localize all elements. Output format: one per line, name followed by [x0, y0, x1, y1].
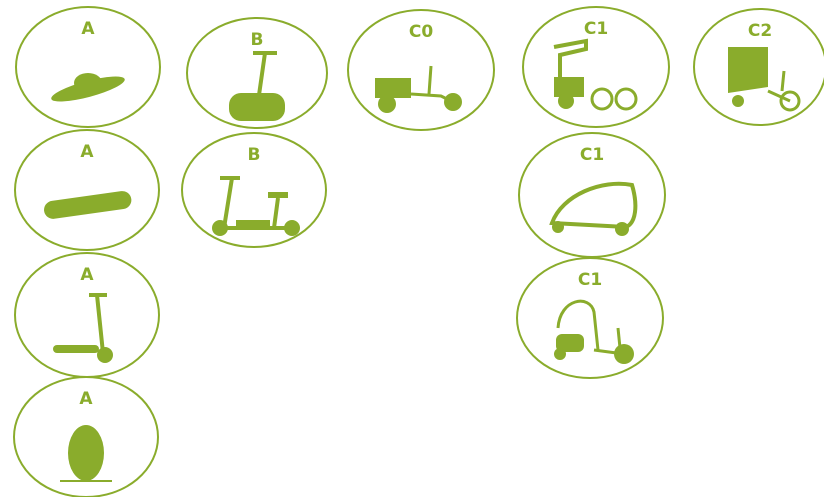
node-label: C0 — [409, 22, 433, 42]
icon — [549, 181, 638, 230]
vehicle-icon — [728, 47, 801, 112]
vehicle-icon — [553, 38, 638, 111]
icon — [89, 293, 107, 354]
icon — [552, 221, 564, 233]
icon — [558, 93, 574, 109]
icon — [53, 345, 99, 353]
node-label: C1 — [580, 145, 604, 165]
icon — [284, 220, 300, 236]
icon — [556, 299, 600, 351]
node-label: B — [251, 30, 264, 50]
icon — [728, 47, 768, 93]
icon — [615, 222, 629, 236]
node-label: A — [80, 142, 94, 162]
vehicle-node: B — [181, 132, 327, 248]
icon — [410, 65, 454, 104]
vehicle-node: A — [13, 376, 159, 497]
node-border — [186, 17, 328, 129]
icon — [593, 327, 625, 356]
node-label: A — [79, 389, 93, 409]
icon — [554, 348, 566, 360]
node-label: C2 — [748, 21, 772, 41]
vehicle-icon — [229, 51, 285, 121]
vehicle-node: A — [14, 252, 160, 378]
vehicle-icon — [51, 73, 125, 102]
node-border — [14, 129, 160, 251]
icon — [212, 220, 228, 236]
icon — [74, 73, 102, 93]
icon — [220, 176, 290, 230]
icon — [556, 334, 584, 352]
vehicle-node: C1 — [518, 132, 666, 258]
vehicle-node: C2 — [693, 8, 824, 126]
node-border — [181, 132, 327, 248]
vehicle-icon — [53, 293, 113, 363]
icon — [767, 70, 791, 103]
node-label: C1 — [578, 270, 602, 290]
icon — [68, 425, 104, 481]
vehicle-node: C1 — [522, 6, 670, 128]
node-label: A — [81, 19, 95, 39]
node-label: C1 — [584, 19, 608, 39]
icon — [229, 93, 285, 121]
icon — [553, 38, 588, 97]
icon — [257, 52, 267, 96]
vehicle-icon — [549, 181, 638, 236]
icon — [554, 77, 584, 97]
icon — [236, 220, 270, 230]
node-label: B — [248, 145, 261, 165]
vehicle-node: B — [186, 17, 328, 129]
icon — [614, 87, 638, 111]
vehicle-icon — [212, 176, 300, 236]
vehicle-icon — [60, 425, 112, 482]
node-label: A — [80, 265, 94, 285]
icon — [44, 191, 132, 219]
icon — [590, 87, 614, 111]
icon — [378, 95, 396, 113]
vehicle-icon — [44, 191, 132, 219]
vehicle-icon — [375, 65, 462, 113]
vehicle-node: A — [14, 129, 160, 251]
icon — [268, 192, 288, 198]
icon — [97, 347, 113, 363]
icon — [375, 78, 411, 98]
vehicle-node: C1 — [516, 257, 664, 379]
vehicle-node: A — [15, 6, 161, 128]
icon — [732, 95, 744, 107]
vehicle-icon — [554, 299, 634, 364]
icon — [779, 90, 801, 112]
vehicle-node: C0 — [347, 9, 495, 131]
